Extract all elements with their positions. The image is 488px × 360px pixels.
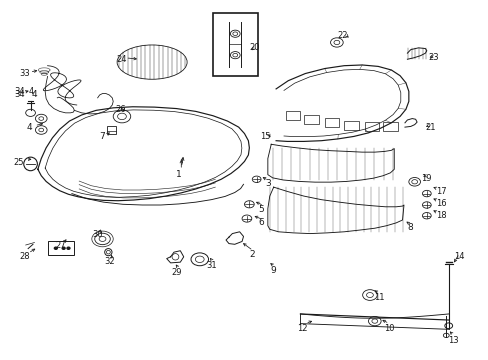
- Text: 10: 10: [384, 324, 394, 333]
- Text: 34: 34: [15, 90, 25, 99]
- Text: 12: 12: [296, 324, 306, 333]
- Text: 9: 9: [270, 266, 276, 275]
- Circle shape: [67, 247, 70, 249]
- Circle shape: [54, 247, 57, 249]
- Text: 2: 2: [248, 250, 254, 259]
- Text: 23: 23: [428, 53, 439, 62]
- Text: 27: 27: [55, 240, 66, 249]
- Text: 32: 32: [104, 257, 114, 266]
- Text: 6: 6: [258, 219, 264, 228]
- Text: 22: 22: [337, 31, 347, 40]
- Text: 16: 16: [435, 199, 446, 208]
- Text: 13: 13: [447, 336, 458, 345]
- Text: 21: 21: [424, 123, 435, 132]
- Text: 4: 4: [27, 123, 32, 132]
- Text: 4: 4: [32, 90, 37, 99]
- Text: 3: 3: [264, 179, 270, 188]
- Text: 19: 19: [421, 174, 431, 183]
- Text: 29: 29: [171, 268, 182, 277]
- Text: 20: 20: [248, 43, 259, 52]
- Text: 30: 30: [92, 230, 103, 239]
- Text: 28: 28: [20, 252, 30, 261]
- Text: 18: 18: [435, 211, 446, 220]
- Text: 25: 25: [13, 158, 23, 167]
- Text: 11: 11: [374, 293, 384, 302]
- Text: 7: 7: [100, 132, 105, 141]
- Text: 14: 14: [453, 252, 464, 261]
- Text: 5: 5: [258, 205, 264, 214]
- Text: 17: 17: [435, 187, 446, 196]
- Text: 4: 4: [29, 87, 34, 96]
- Text: 33: 33: [20, 69, 30, 78]
- Text: 34: 34: [15, 87, 25, 96]
- Text: 26: 26: [115, 105, 125, 114]
- Text: 31: 31: [206, 261, 216, 270]
- Text: 24: 24: [117, 55, 127, 64]
- Circle shape: [62, 247, 65, 249]
- Text: 1: 1: [176, 170, 182, 179]
- Text: 15: 15: [259, 132, 269, 141]
- Text: 8: 8: [406, 222, 412, 231]
